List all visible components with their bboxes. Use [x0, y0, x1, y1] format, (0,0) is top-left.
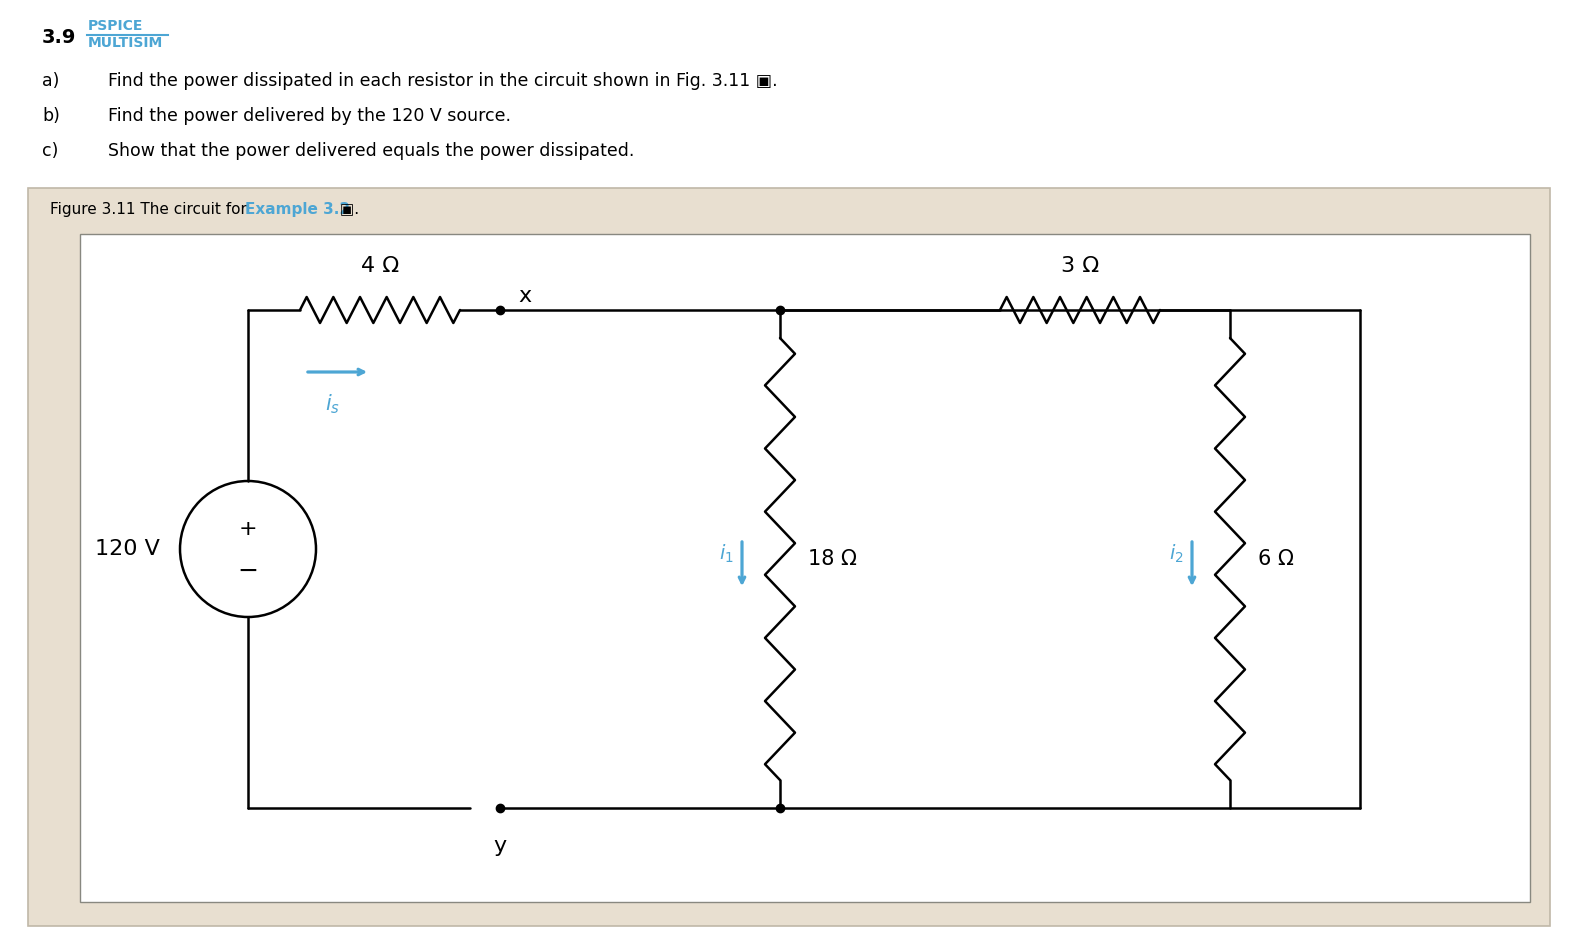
- Text: 6 Ω: 6 Ω: [1258, 549, 1294, 569]
- Text: b): b): [43, 107, 60, 125]
- Text: $i_2$: $i_2$: [1169, 543, 1184, 565]
- Text: ▣.: ▣.: [336, 202, 359, 217]
- Text: 120 V: 120 V: [95, 539, 161, 559]
- Text: 18 Ω: 18 Ω: [808, 549, 857, 569]
- Text: MULTISIM: MULTISIM: [88, 36, 164, 50]
- Text: 3 Ω: 3 Ω: [1061, 256, 1098, 276]
- Text: Figure 3.11 The circuit for: Figure 3.11 The circuit for: [50, 202, 252, 217]
- Text: +: +: [238, 519, 257, 539]
- Text: 3.9: 3.9: [43, 28, 76, 47]
- Text: Find the power dissipated in each resistor in the circuit shown in Fig. 3.11 ▣.: Find the power dissipated in each resist…: [109, 72, 777, 90]
- Text: PSPICE: PSPICE: [88, 19, 143, 33]
- Text: a): a): [43, 72, 60, 90]
- Text: Find the power delivered by the 120 V source.: Find the power delivered by the 120 V so…: [109, 107, 511, 125]
- Bar: [28, 188, 1551, 926]
- Text: $i_s$: $i_s$: [325, 392, 340, 415]
- Text: 4 Ω: 4 Ω: [361, 256, 399, 276]
- Text: Example 3.2: Example 3.2: [244, 202, 350, 217]
- Text: −: −: [238, 559, 258, 583]
- Text: c): c): [43, 142, 58, 160]
- Text: $i_1$: $i_1$: [719, 543, 734, 565]
- Text: x: x: [519, 286, 531, 306]
- Text: Show that the power delivered equals the power dissipated.: Show that the power delivered equals the…: [109, 142, 635, 160]
- Bar: [80, 234, 1530, 902]
- Text: y: y: [493, 836, 506, 856]
